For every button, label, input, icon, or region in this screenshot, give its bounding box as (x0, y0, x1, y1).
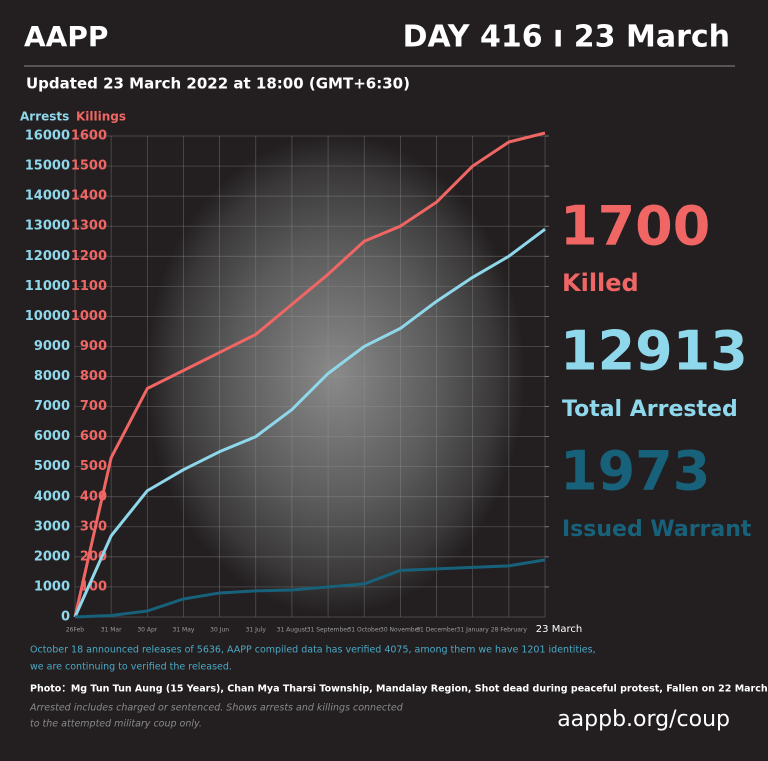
x-tick-label: 31 Mar (101, 627, 122, 634)
series-line (73, 227, 546, 618)
y2-tick-label: 1100 (71, 279, 107, 294)
disclaimer: Arrested includes charged or sentenced. … (29, 703, 404, 714)
y-tick-label: 16000 (25, 129, 70, 144)
y-tick-label: 1000 (34, 579, 70, 594)
url: aappb.org/coup (557, 707, 730, 732)
y2-tick-label: 600 (80, 429, 107, 444)
org-name: AAPP (24, 20, 108, 53)
x-tick-label: 30 November (380, 627, 421, 634)
y-tick-label: 9000 (34, 339, 70, 354)
y2-tick-label: 700 (80, 399, 107, 414)
y2-tick-label: 800 (80, 369, 107, 384)
y2-tick-label: 1400 (71, 189, 107, 204)
x-tick-label: 28 February (491, 627, 528, 634)
series-line (73, 131, 546, 618)
y2-tick-label: 1200 (71, 249, 107, 264)
x-tick-label: 31 May (172, 627, 194, 634)
series-line (74, 558, 546, 619)
stat-label: Killed (562, 269, 639, 297)
updated: Updated 23 March 2022 at 18:00 (GMT+6:30… (26, 75, 410, 93)
y-axis-title: Arrests (20, 110, 69, 124)
x-tick-label: 31 August (277, 627, 308, 634)
y2-tick-label: 1500 (71, 159, 107, 174)
stat-number: 12913 (560, 320, 748, 383)
release-note: October 18 announced releases of 5636, A… (30, 645, 596, 656)
x-tick-label: 30 Jun (210, 627, 229, 634)
y2-tick-label: 1300 (71, 219, 107, 234)
y2-tick-label: 1000 (71, 309, 107, 324)
x-tick-label: 26Feb (66, 627, 84, 634)
y-tick-label: 14000 (25, 189, 70, 204)
stat-number: 1700 (560, 195, 710, 258)
y-tick-label: 13000 (25, 219, 70, 234)
y2-tick-label: 1600 (71, 129, 107, 144)
x-tick-label: 31 October (347, 627, 381, 634)
stat-label: Total Arrested (562, 397, 738, 422)
x-tick-label: 31 December (416, 627, 457, 634)
release-note: we are continuing to verified the releas… (30, 662, 232, 673)
y-tick-label: 4000 (34, 489, 70, 504)
stat-label: Issued Warrant (562, 517, 752, 542)
y-tick-label: 8000 (34, 369, 70, 384)
y-tick-label: 11000 (25, 279, 70, 294)
y-tick-label: 15000 (25, 159, 70, 174)
x-tick-label: 31 July (246, 627, 267, 634)
y-tick-label: 0 (61, 610, 70, 625)
y-tick-label: 2000 (34, 549, 70, 564)
y-tick-label: 3000 (34, 519, 70, 534)
photo-caption: Photo：Mg Tun Tun Aung (15 Years), Chan M… (30, 684, 768, 695)
x-tick-label: 30 Apr (137, 627, 157, 634)
x-tick-label: 31 January (457, 627, 490, 634)
y-tick-label: 6000 (34, 429, 70, 444)
y-tick-label: 10000 (25, 309, 70, 324)
day-title: DAY 416 ı 23 March (403, 20, 730, 55)
y2-axis-title: Killings (76, 110, 126, 124)
stat-number: 1973 (560, 440, 710, 503)
disclaimer: to the attempted military coup only. (30, 719, 202, 730)
x-tick-label: 31 September (307, 627, 350, 634)
photo (145, 135, 525, 615)
y2-tick-label: 500 (80, 459, 107, 474)
x-tick-label: 23 March (536, 624, 582, 635)
y2-tick-label: 300 (80, 519, 107, 534)
y-tick-label: 12000 (25, 249, 70, 264)
y-tick-label: 7000 (34, 399, 70, 414)
plot: 0100020003000400050006000700080009000100… (25, 129, 582, 636)
y2-tick-label: 900 (80, 339, 107, 354)
y-tick-label: 5000 (34, 459, 70, 474)
